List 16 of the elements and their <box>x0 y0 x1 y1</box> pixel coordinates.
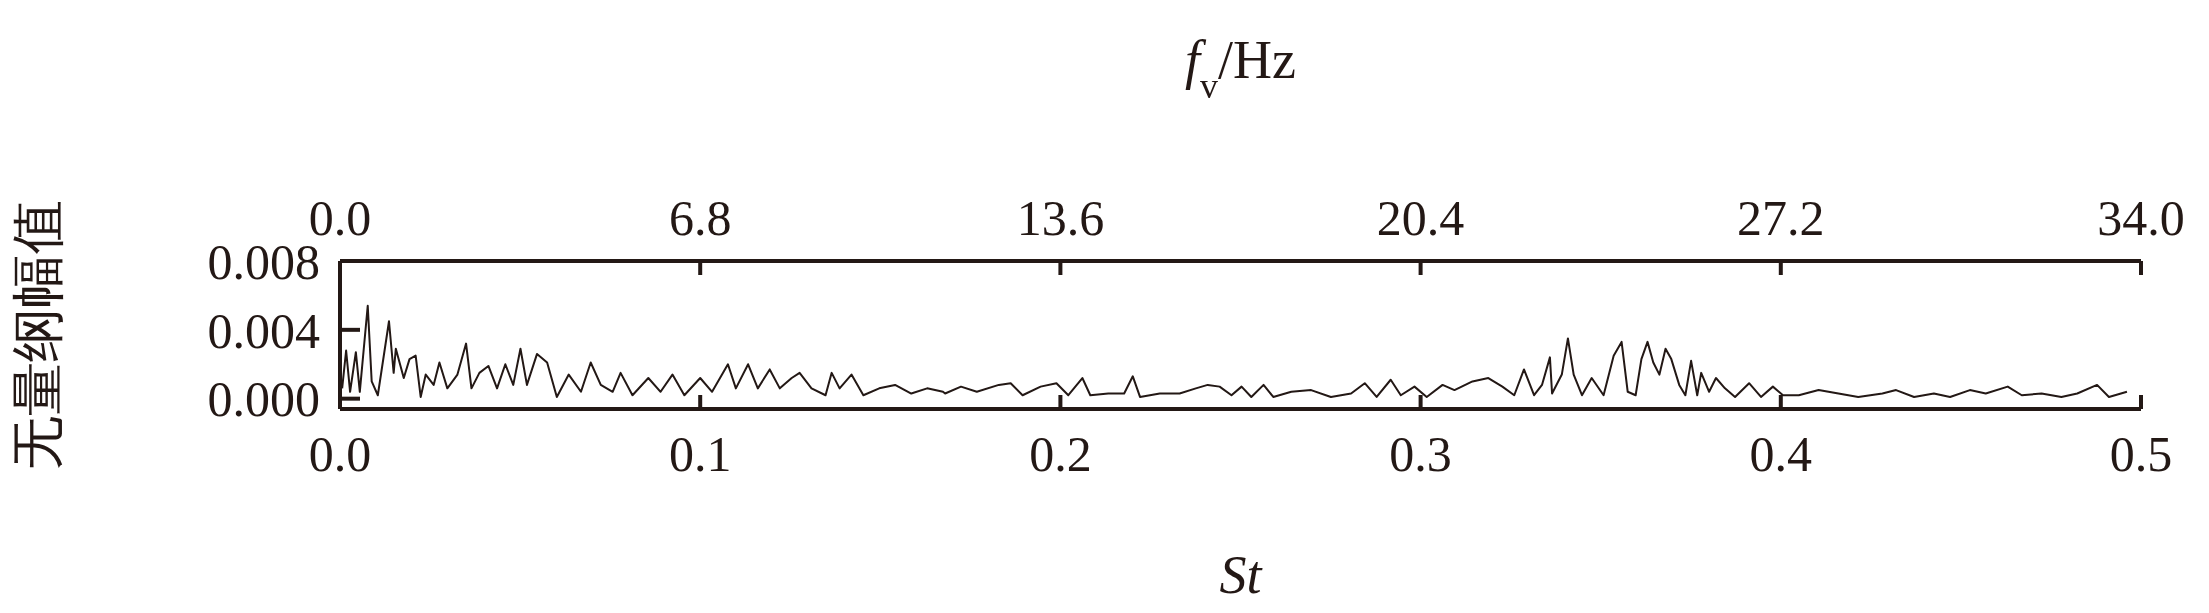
x2-tick-label: 27.2 <box>1737 190 1825 246</box>
x2-axis-title: f$_{v}$/Hz <box>1185 30 1296 106</box>
x-tick-label: 0.4 <box>1749 425 1813 482</box>
y-tick-label: 0.000 <box>207 371 320 428</box>
x2-tick-label: 34.0 <box>2097 190 2185 246</box>
x-axis-title: St <box>1219 545 1264 605</box>
x-tick-label: 0.3 <box>1389 425 1452 482</box>
y-tick-label: 0.004 <box>207 302 320 359</box>
x-tick-label: 0.1 <box>668 425 732 482</box>
x-tick-label: 0.5 <box>2109 425 2173 482</box>
x-tick-label: 0.0 <box>308 425 372 482</box>
x2-tick-label: 6.8 <box>668 190 732 246</box>
x-tick-label: 0.2 <box>1029 425 1092 482</box>
x2-tick-label: 20.4 <box>1376 190 1465 246</box>
x2-tick-label: 13.6 <box>1016 190 1105 246</box>
y-axis-title: 无量纲幅值 <box>8 200 68 470</box>
